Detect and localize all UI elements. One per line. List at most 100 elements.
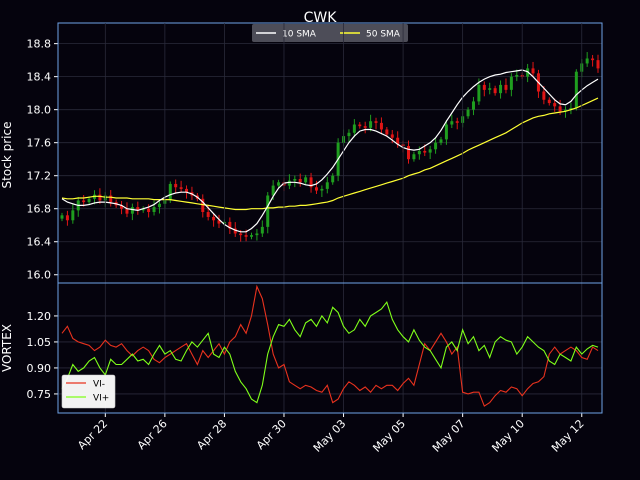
candle-body — [455, 121, 459, 123]
candle-body — [60, 215, 64, 219]
candle-body — [168, 183, 172, 201]
candle-body — [369, 121, 373, 128]
candle-body — [434, 142, 438, 150]
vortex-y-tick-label: 0.90 — [27, 362, 52, 375]
legend-label-1: 50 SMA — [366, 30, 401, 40]
candle-body — [358, 124, 362, 127]
candle-body — [558, 106, 562, 112]
candle-body — [493, 88, 497, 94]
candle-body — [136, 207, 140, 211]
candle-body — [471, 101, 475, 110]
candle-body — [542, 91, 546, 100]
candle-body — [428, 149, 432, 153]
candle-body — [423, 150, 427, 153]
candle-body — [71, 210, 75, 221]
price-y-tick-label: 17.6 — [27, 137, 52, 150]
candle-body — [249, 235, 253, 237]
candle-body — [499, 84, 503, 94]
candle-body — [82, 200, 86, 203]
candle-body — [98, 194, 102, 201]
candle-body — [331, 175, 335, 183]
price-y-tick-label: 18.8 — [27, 38, 52, 51]
vortex-legend-label-0: VI- — [93, 380, 105, 390]
candle-body — [347, 132, 351, 137]
candle-body — [185, 188, 189, 193]
sma50-line — [61, 97, 599, 211]
candle-body — [325, 182, 329, 189]
candle-body — [482, 84, 486, 90]
candle-body — [466, 109, 470, 117]
candle-body — [569, 108, 573, 110]
candle-body — [201, 198, 205, 213]
candle-body — [439, 139, 443, 143]
candle-body — [412, 154, 416, 160]
vortex-series-line-vi-plus — [61, 300, 599, 404]
candle-body — [596, 60, 600, 69]
candle-body — [206, 212, 210, 217]
legend-label-0: 10 SMA — [282, 30, 317, 40]
vortex-y-tick-label: 1.05 — [27, 336, 52, 349]
candle-body — [352, 124, 356, 133]
candle-body — [87, 198, 91, 203]
candle-body — [239, 233, 243, 236]
candle-body — [390, 134, 394, 138]
candle-body — [477, 84, 481, 102]
candle-body — [298, 179, 302, 183]
candle-body — [417, 150, 421, 155]
vortex-legend: VI- VI+ — [61, 374, 116, 409]
candle-body — [320, 188, 324, 191]
chart-title: CWK — [304, 10, 338, 26]
candle-body — [244, 235, 248, 237]
candle-body — [174, 183, 178, 188]
vortex-y-tick-label: 1.20 — [27, 310, 52, 323]
candle-body — [304, 177, 308, 183]
candle-body — [407, 145, 411, 160]
candle-body — [314, 187, 318, 191]
candle-body — [309, 177, 313, 188]
candle-body — [574, 71, 578, 109]
price-y-tick-label: 18.0 — [27, 104, 52, 117]
candle-body — [217, 220, 221, 224]
candle-body — [553, 103, 557, 107]
candle-body — [120, 205, 124, 209]
candle-body — [515, 75, 519, 77]
candle-body — [147, 208, 151, 213]
price-y-tick-label: 16.4 — [27, 236, 52, 249]
candle-body — [141, 208, 145, 211]
price-y-tick-label: 17.2 — [27, 170, 52, 183]
candle-body — [109, 195, 113, 203]
price-y-axis-label: Stock price — [0, 122, 14, 189]
candle-body — [385, 129, 389, 135]
sma10-line — [61, 69, 599, 233]
candle-body — [293, 179, 297, 181]
candle-body — [504, 84, 508, 90]
price-legend: 10 SMA 50 SMA — [252, 24, 408, 42]
candle-body — [531, 68, 535, 74]
candle-body — [125, 208, 129, 214]
candle-body — [488, 88, 492, 90]
price-legend-box — [252, 24, 408, 42]
candle-body — [233, 228, 237, 234]
candle-body — [152, 207, 156, 213]
candle-body — [255, 233, 259, 236]
vortex-legend-label-1: VI+ — [93, 394, 109, 404]
candle-body — [260, 226, 264, 234]
price-y-tick-label: 16.8 — [27, 203, 52, 216]
candle-body — [266, 195, 270, 227]
vortex-y-axis-label: VORTEX — [0, 324, 14, 372]
candle-body — [157, 203, 161, 208]
candle-body — [277, 182, 281, 186]
vortex-y-tick-label: 0.75 — [27, 388, 52, 401]
candle-body — [591, 58, 595, 61]
vortex-series-line-vi-minus — [61, 284, 599, 407]
candle-body — [228, 221, 232, 229]
vortex-panel-frame — [57, 282, 603, 414]
price-y-tick-label: 18.4 — [27, 71, 52, 84]
candle-body — [396, 137, 400, 145]
candle-body — [379, 122, 383, 130]
candle-body — [271, 185, 275, 196]
candle-body — [130, 207, 134, 214]
candle-body — [444, 124, 448, 140]
